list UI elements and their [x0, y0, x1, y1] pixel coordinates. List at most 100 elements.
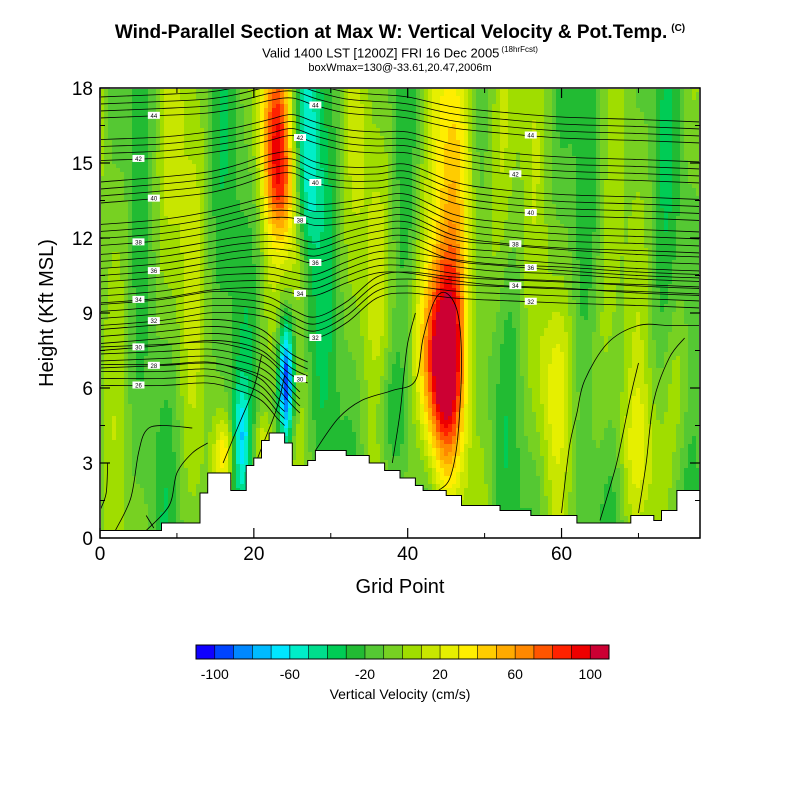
- colorbar-label: Vertical Velocity (cm/s): [330, 686, 471, 702]
- y-tick-label: 9: [82, 304, 93, 325]
- y-tick-label: 15: [72, 154, 93, 175]
- contour-label-bg: [147, 194, 160, 202]
- contour-label: 34: [297, 292, 304, 298]
- isentrope-line: [101, 462, 109, 510]
- contour-label: 36: [312, 261, 319, 267]
- contour-label: 36: [151, 269, 158, 275]
- contour-label: 34: [512, 284, 519, 290]
- x-tick-label: 60: [551, 544, 572, 565]
- contour-label: 40: [312, 181, 319, 187]
- contour-label: 42: [297, 136, 304, 142]
- contour-label-bg: [147, 267, 160, 275]
- contour-label: 38: [297, 219, 304, 225]
- contour-label-bg: [132, 295, 145, 303]
- y-axis-label: Height (Kft MSL): [36, 239, 58, 387]
- isentrope-line: [101, 271, 699, 318]
- contour-label: 42: [512, 172, 519, 178]
- isentrope-line: [101, 361, 285, 405]
- isentrope-line: [101, 341, 301, 393]
- contour-label-bg: [147, 361, 160, 369]
- isentrope-line: [101, 207, 699, 247]
- x-axis-label: Grid Point: [356, 576, 445, 598]
- colorbar-swatch: [440, 645, 460, 659]
- contour-label-bg: [509, 240, 522, 248]
- chart-subtitle-2: boxWmax=130@-33.61,20.47,2006m: [308, 62, 492, 74]
- isentrope-line: [101, 97, 699, 144]
- isentrope-line: [145, 515, 155, 529]
- contour-label: 44: [151, 114, 158, 120]
- colorbar-swatch: [402, 645, 422, 659]
- contour-label: 30: [135, 345, 142, 351]
- contour-label: 36: [527, 266, 534, 272]
- colorbar-swatch: [496, 645, 516, 659]
- isentrope-line: [101, 355, 301, 407]
- colorbar-swatch: [421, 645, 441, 659]
- colorbar-swatch: [515, 645, 535, 659]
- colorbar-swatch: [552, 645, 572, 659]
- colorbar-swatch: [533, 645, 553, 659]
- isentrope-line: [101, 172, 699, 221]
- contour-label-bg: [294, 216, 306, 224]
- title-mark: (C): [671, 22, 686, 34]
- colorbar-swatch: [458, 645, 478, 659]
- y-tick-label: 6: [82, 379, 93, 400]
- isentrope-line: [115, 425, 193, 531]
- contour-label: 32: [151, 319, 158, 325]
- contour-label-bg: [147, 111, 160, 119]
- isentrope-line: [101, 158, 699, 207]
- isentrope-line: [101, 271, 699, 304]
- colorbar-swatch: [590, 645, 610, 659]
- colorbar-swatch: [327, 645, 347, 659]
- isentrope-line: [101, 362, 301, 414]
- isentrope-line: [101, 200, 699, 240]
- contour-label-bg: [132, 154, 145, 162]
- isentrope-line: [101, 292, 699, 339]
- terrain: [99, 432, 701, 539]
- isentrope-line: [101, 319, 308, 363]
- contour-label-bg: [524, 131, 537, 139]
- isentrope-line: [101, 114, 699, 163]
- isentrope-line: [638, 337, 685, 514]
- contour-label: 38: [512, 242, 519, 248]
- contour-label: 30: [297, 377, 304, 383]
- isentrope-line: [101, 333, 308, 377]
- isentrope-line: [101, 368, 285, 412]
- contour-label: 42: [135, 157, 142, 163]
- colorbar-tick-label: 60: [507, 666, 523, 682]
- x-tick-label: 20: [243, 544, 264, 565]
- contour-label: 34: [135, 298, 142, 304]
- colorbar-swatch: [308, 645, 328, 659]
- isentrope-line: [101, 89, 699, 123]
- isentrope-line: [101, 285, 699, 332]
- contour-label: 32: [312, 336, 319, 342]
- isentrope-line: [101, 326, 308, 370]
- colorbar-swatch: [383, 645, 403, 659]
- isentrope-line: [101, 227, 699, 265]
- contour-label-bg: [132, 238, 145, 246]
- contour-label: 44: [312, 104, 319, 110]
- contour-label-bg: [132, 343, 145, 351]
- isentrope-line: [101, 382, 285, 426]
- contour-label-bg: [309, 101, 322, 109]
- colorbar-tick-label: 100: [579, 666, 603, 682]
- colorbar-tick-label: -20: [355, 666, 375, 682]
- isentrope-contours: 26 28 30 30 32 32 32 34 34 34 36 36 36 38 38 38 40 40 40 42…: [101, 89, 699, 531]
- isentrope-line: [561, 323, 699, 514]
- contour-label: 38: [135, 240, 142, 246]
- colorbar-swatch: [289, 645, 309, 659]
- isentrope-line: [101, 151, 699, 200]
- contour-label-bg: [509, 170, 522, 178]
- forecast-note: (18hrFcst): [501, 45, 538, 54]
- contour-label-bg: [309, 259, 322, 266]
- y-tick-label: 12: [72, 229, 93, 250]
- isentrope-line: [101, 89, 699, 130]
- colorbar-swatch: [233, 645, 253, 659]
- isentrope-line: [101, 121, 699, 170]
- colorbar-swatch: [271, 645, 291, 659]
- contour-label: 44: [527, 134, 534, 140]
- y-tick-label: 3: [82, 454, 93, 475]
- chart-title: Wind-Parallel Section at Max W: Vertical…: [114, 22, 686, 43]
- contour-label-bg: [294, 375, 306, 383]
- isentrope-line: [101, 375, 285, 419]
- contour-label-bg: [147, 317, 160, 325]
